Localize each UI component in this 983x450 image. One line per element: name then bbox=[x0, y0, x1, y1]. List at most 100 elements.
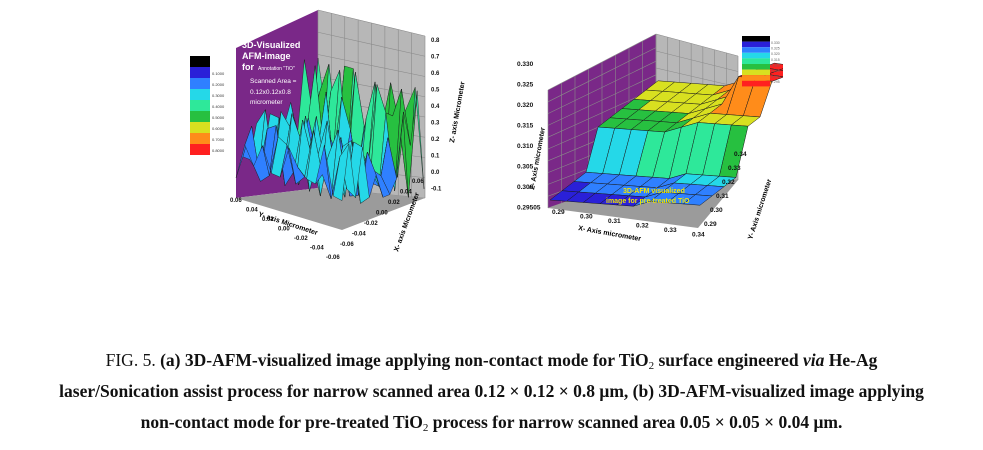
legend-swatch bbox=[742, 58, 770, 64]
x-tick-label: 0.32 bbox=[636, 223, 649, 230]
legend-value: 0.8000 bbox=[212, 148, 225, 153]
x-tick-label: 0.33 bbox=[664, 227, 677, 234]
annotation-b: 3D-AFM visualized image for pre-treated … bbox=[606, 188, 690, 205]
y-tick-label: 0.29 bbox=[704, 221, 717, 228]
z-tick-label: 0.305 bbox=[517, 164, 534, 171]
legend-swatch bbox=[742, 41, 770, 48]
caption-text: process for narrow scanned area 0.05 × 0… bbox=[428, 412, 843, 432]
figure-label: FIG. 5. bbox=[105, 350, 156, 370]
y-tick-label: 0.32 bbox=[722, 179, 735, 186]
z-tick-label: 0.315 bbox=[517, 123, 534, 130]
grid-line bbox=[655, 67, 739, 88]
legend-swatch bbox=[190, 144, 210, 155]
grid-line bbox=[655, 33, 739, 57]
z-axis-label-a: Z- axis Micrometer bbox=[449, 81, 465, 143]
legend-a: 0.1000 0.2000 0.3000 0.4000 0.5000 0.6000 0.70… bbox=[190, 56, 225, 155]
legend-swatch bbox=[190, 78, 210, 89]
x-tick-label: 0.30 bbox=[580, 214, 593, 221]
title-a: 3D-Visualized AFM-image for Annotation "… bbox=[242, 40, 300, 106]
z-tick-label: 0.330 bbox=[517, 61, 534, 68]
x-tick-label: -0.06 bbox=[340, 242, 354, 248]
legend-value: 0.315 bbox=[771, 58, 780, 62]
x-axis-label-b: X- Axis micrometer bbox=[578, 225, 642, 243]
legend-swatch bbox=[742, 47, 770, 53]
y-tick-label: 0.02 bbox=[262, 217, 274, 223]
title-line: AFM-image bbox=[242, 51, 291, 61]
y-tick-label: 0.30 bbox=[710, 207, 723, 214]
z-tick-label: 0.300 bbox=[517, 184, 534, 191]
title-line: Scanned Area = bbox=[250, 78, 297, 85]
surface-cell bbox=[332, 143, 350, 201]
caption-italic: via bbox=[803, 350, 825, 370]
afm-surface-a bbox=[235, 57, 425, 204]
z-axis-label-b: Z- Axis micrometer bbox=[529, 127, 547, 191]
y-tick-label: 0.06 bbox=[230, 198, 242, 204]
legend-value: 0.300 bbox=[771, 75, 780, 79]
legend-swatch bbox=[742, 64, 770, 70]
surface-cell bbox=[682, 194, 713, 206]
x-tick-label: 0.31 bbox=[608, 218, 621, 225]
floor bbox=[236, 188, 425, 230]
afm-figure-b: 0.330 0.325 0.320 0.315 0.310 0.305 0.300 0.295… bbox=[508, 30, 809, 250]
y-tick-label: 0.33 bbox=[728, 165, 741, 172]
z-tick-label: 0.325 bbox=[517, 82, 534, 89]
z-tick-label: 0.3 bbox=[431, 121, 440, 127]
caption-line-3: non-contact mode for pre-treated TiO2 pr… bbox=[0, 412, 983, 434]
afm-surface-b bbox=[549, 62, 809, 207]
x-axis-ticks-b: 0.29 0.30 0.31 0.32 0.33 0.34 bbox=[552, 209, 705, 239]
z-tick-label: 0.310 bbox=[517, 143, 534, 150]
y-tick-label: -0.06 bbox=[326, 255, 340, 261]
x-tick-label: 0.29 bbox=[552, 209, 565, 216]
legend-value: 0.330 bbox=[771, 41, 780, 45]
subscript: 2 bbox=[422, 422, 429, 434]
caption-text: surface engineered bbox=[654, 350, 803, 370]
x-tick-label: 0.04 bbox=[400, 190, 412, 196]
legend-value: 0.325 bbox=[771, 47, 780, 51]
z-tick-label: 0.29505 bbox=[517, 205, 541, 212]
z-tick-label: 0.320 bbox=[517, 102, 534, 109]
legend-value: 0.2000 bbox=[212, 82, 225, 87]
caption-text: laser/Sonication assist process for narr… bbox=[59, 381, 924, 401]
legend-value: 0.295 bbox=[771, 80, 780, 84]
caption-text: He-Ag bbox=[824, 350, 878, 370]
x-axis-ticks-a: 0.060.040.020.00 -0.02 -0.04 -0.06 bbox=[340, 179, 424, 248]
legend-value: 0.6000 bbox=[212, 126, 225, 131]
legend-swatch bbox=[190, 133, 210, 144]
legend-value: 0.7000 bbox=[212, 137, 225, 142]
legend-value: 0.310 bbox=[771, 63, 780, 67]
subscript: 2 bbox=[648, 360, 655, 372]
afm-figure-a: 0.1000 0.2000 0.3000 0.4000 0.5000 0.6000 0.70… bbox=[190, 8, 467, 270]
legend-value: 0.1000 bbox=[212, 71, 225, 76]
annotation-line: 3D-AFM visualized bbox=[623, 188, 685, 195]
legend-swatch bbox=[190, 111, 210, 122]
x-tick-label: 0.06 bbox=[412, 179, 424, 185]
legend-swatch bbox=[190, 56, 210, 67]
title-line: for bbox=[242, 62, 254, 72]
legend-swatch bbox=[190, 122, 210, 133]
legend-swatch bbox=[190, 89, 210, 100]
z-tick-label: 0.4 bbox=[431, 104, 440, 110]
z-axis-ticks-b: 0.330 0.325 0.320 0.315 0.310 0.305 0.300 0.295… bbox=[517, 61, 541, 212]
caption-line-2: laser/Sonication assist process for narr… bbox=[0, 381, 983, 401]
afm-plot-b: 0.3300.3250.3200.3150.3100.3050.3000.295… bbox=[517, 33, 809, 243]
z-tick-label: -0.1 bbox=[431, 187, 442, 193]
title-line: 0.12x0.12x0.8 bbox=[250, 89, 291, 96]
y-axis-label-b: Y- Axis micrometer bbox=[747, 178, 773, 240]
y-tick-label: -0.04 bbox=[310, 246, 324, 252]
afm-plot-a: 0.10000.20000.30000.40000.50000.60000.70… bbox=[190, 9, 467, 261]
grid-line bbox=[655, 50, 739, 72]
title-line: 3D-Visualized bbox=[242, 40, 300, 50]
z-tick-label: 0.5 bbox=[431, 88, 440, 94]
z-tick-label: 0.6 bbox=[431, 71, 440, 77]
y-tick-label: 0.00 bbox=[278, 227, 290, 233]
z-tick-label: 0.2 bbox=[431, 137, 440, 143]
legend-swatch bbox=[742, 80, 770, 87]
z-tick-label: 0.0 bbox=[431, 170, 440, 176]
y-tick-label: -0.02 bbox=[294, 236, 308, 242]
legend-value: 0.320 bbox=[771, 52, 780, 56]
legend-swatch bbox=[190, 100, 210, 111]
y-tick-label: 0.04 bbox=[246, 208, 258, 214]
legend-value: 0.3000 bbox=[212, 93, 225, 98]
z-tick-label: 0.7 bbox=[431, 55, 440, 61]
